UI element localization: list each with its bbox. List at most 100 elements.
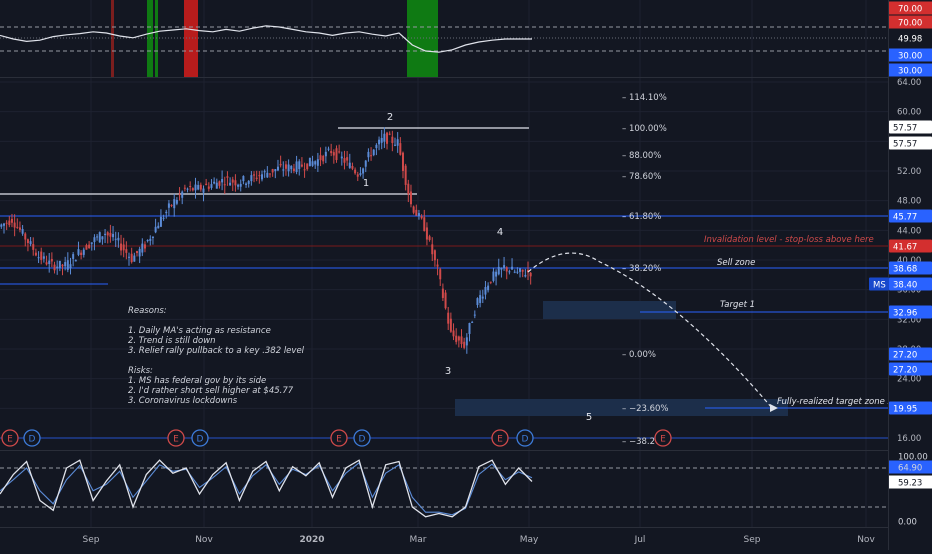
candle-body xyxy=(298,161,301,170)
price-label-bg xyxy=(889,362,932,376)
time-axis-label: Nov xyxy=(195,535,213,545)
candle-body xyxy=(218,181,221,186)
candle-body xyxy=(109,232,112,237)
stoch-axis-label: 64.90 xyxy=(898,464,922,474)
event-marker-label: E xyxy=(660,435,666,445)
earnings-event-icon[interactable]: E xyxy=(330,429,348,447)
candle-body xyxy=(64,262,67,267)
candle-body xyxy=(130,253,133,263)
candle-body xyxy=(8,220,11,226)
fib-level-label: – 114.10% xyxy=(622,93,667,103)
projection-path xyxy=(527,252,773,409)
reasons-note: Reasons: 1. Daily MA's acting as resista… xyxy=(128,306,305,406)
candle-body xyxy=(401,152,404,171)
candle-body xyxy=(77,249,80,255)
price-label-bg xyxy=(889,136,932,150)
candle-body xyxy=(56,266,59,269)
stoch-k-line xyxy=(0,459,533,518)
fib-labels: – 114.10% – 100.00% – 88.00% – 78.60% – 61.8… xyxy=(622,93,668,447)
candle-body xyxy=(330,150,333,154)
candle-body xyxy=(519,268,522,272)
candle-body xyxy=(508,271,511,273)
event-marker-circle xyxy=(167,429,185,447)
candle-body xyxy=(471,321,474,323)
candle-body xyxy=(226,176,229,178)
candle-body xyxy=(128,256,131,258)
rsi-axis-label: 49.98 xyxy=(898,35,922,45)
earnings-event-icon[interactable]: E xyxy=(491,429,509,447)
candle-body xyxy=(143,244,146,249)
candle-body xyxy=(0,224,3,227)
candle-body xyxy=(388,133,391,135)
candle-body xyxy=(181,191,184,198)
candle-body xyxy=(463,341,466,348)
horizontal-levels xyxy=(0,127,888,439)
candle-body xyxy=(175,199,178,204)
candle-body xyxy=(266,172,269,178)
stoch-label-bg xyxy=(889,475,932,489)
candle-body xyxy=(66,260,69,270)
price-label: 57.57 xyxy=(893,140,917,150)
candle-body xyxy=(316,159,319,166)
candle-body xyxy=(74,260,77,262)
candle-body xyxy=(165,211,168,214)
candle-body xyxy=(481,296,484,299)
candle-body xyxy=(415,209,418,216)
candle-body xyxy=(157,225,160,229)
rsi-axis-labels: 70.00 70.00 49.98 30.00 30.00 xyxy=(889,1,932,77)
rsi-axis-label: 70.00 xyxy=(898,5,922,15)
candle-body xyxy=(72,254,75,259)
candle-body xyxy=(268,173,271,175)
grid-lines xyxy=(0,0,888,527)
price-label-bg xyxy=(869,277,889,291)
target-2-zone xyxy=(455,399,788,416)
dividend-event-icon[interactable]: D xyxy=(353,429,371,447)
dividend-event-icon[interactable]: D xyxy=(191,429,209,447)
time-axis[interactable]: Sep Nov 2020 Mar May Jul Sep Nov xyxy=(83,535,876,545)
candle-body xyxy=(32,244,35,250)
candle-body xyxy=(348,162,351,168)
candle-body xyxy=(311,161,314,166)
candle-body xyxy=(433,250,436,261)
candle-body xyxy=(133,255,136,262)
event-marker-circle xyxy=(654,429,672,447)
candle-body xyxy=(276,166,279,171)
dividend-event-icon[interactable]: D xyxy=(516,429,534,447)
candle-body xyxy=(42,256,45,259)
candle-body xyxy=(404,165,407,185)
stoch-label-bg xyxy=(889,460,932,474)
candle-body xyxy=(372,149,375,156)
dividend-event-icon[interactable]: D xyxy=(23,429,41,447)
earnings-event-icon[interactable]: E xyxy=(167,429,185,447)
candle-body xyxy=(274,169,277,172)
earnings-event-icon[interactable]: E xyxy=(654,429,672,447)
rsi-line xyxy=(0,25,532,53)
candle-body xyxy=(479,295,482,303)
candle-body xyxy=(476,298,479,306)
candle-body xyxy=(258,175,261,177)
candle-body xyxy=(431,244,434,255)
earnings-event-icon[interactable]: E xyxy=(1,429,19,447)
candle-body xyxy=(69,264,72,269)
candle-body xyxy=(93,237,96,242)
candle-body xyxy=(449,318,452,332)
stoch-axis-label: 100.00 xyxy=(898,453,928,463)
candle-body xyxy=(5,222,8,224)
candle-body xyxy=(141,243,144,253)
time-axis-label: Jul xyxy=(634,535,646,545)
candle-body xyxy=(210,184,213,188)
price-axis-labels: 57.57 57.57 45.77 41.67 38.68 MS 38.40 32.96 27.… xyxy=(869,120,932,415)
candle-body xyxy=(407,183,410,195)
candle-body xyxy=(308,157,311,167)
candle-body xyxy=(338,151,341,153)
target-1-zone xyxy=(543,301,676,319)
price-label-bg xyxy=(889,239,932,253)
price-label: 27.20 xyxy=(893,366,917,376)
candle-body xyxy=(380,137,383,143)
candle-body xyxy=(104,233,107,235)
candle-body xyxy=(223,184,226,186)
event-marker-circle xyxy=(516,429,534,447)
candle-body xyxy=(48,260,51,265)
